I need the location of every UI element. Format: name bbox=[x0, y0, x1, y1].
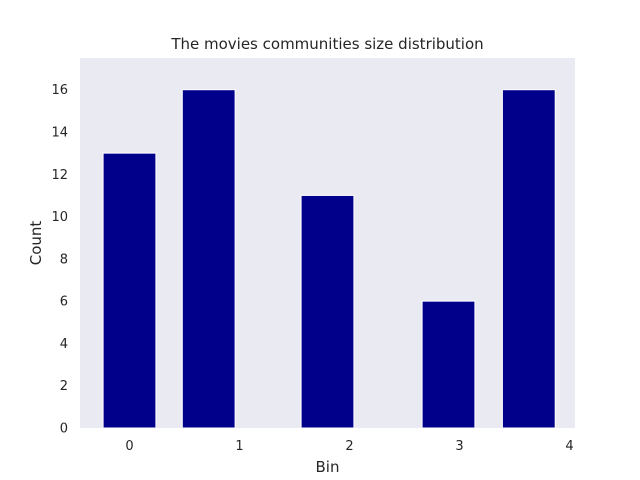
bar-2 bbox=[300, 194, 355, 429]
y-tick-label: 0 bbox=[60, 422, 68, 437]
x-tick-label: 4 bbox=[565, 439, 573, 454]
y-tick-label: 14 bbox=[51, 126, 68, 141]
y-tick-label: 4 bbox=[60, 337, 68, 352]
x-tick-label: 1 bbox=[235, 439, 243, 454]
x-axis-label: Bin bbox=[316, 458, 340, 476]
bar-3 bbox=[421, 300, 476, 429]
y-axis-label: Count bbox=[27, 221, 45, 266]
x-tick-label: 0 bbox=[125, 439, 133, 454]
y-tick-label: 12 bbox=[51, 168, 68, 183]
bar-4 bbox=[501, 89, 556, 429]
x-tick-label: 3 bbox=[455, 439, 463, 454]
y-tick-label: 2 bbox=[60, 379, 68, 394]
y-ticks-group: 0 2 4 6 8 10 12 14 16 bbox=[51, 83, 68, 436]
y-tick-label: 6 bbox=[60, 295, 68, 310]
y-tick-label: 16 bbox=[51, 83, 68, 98]
y-tick-label: 8 bbox=[60, 252, 68, 267]
bars-group bbox=[102, 89, 556, 429]
chart-title: The movies communities size distribution bbox=[170, 35, 483, 53]
bar-0 bbox=[102, 152, 157, 429]
y-tick-label: 10 bbox=[51, 210, 68, 225]
x-ticks-group: 0 1 2 3 4 bbox=[125, 439, 573, 454]
bar-1 bbox=[181, 89, 236, 429]
x-tick-label: 2 bbox=[345, 439, 353, 454]
